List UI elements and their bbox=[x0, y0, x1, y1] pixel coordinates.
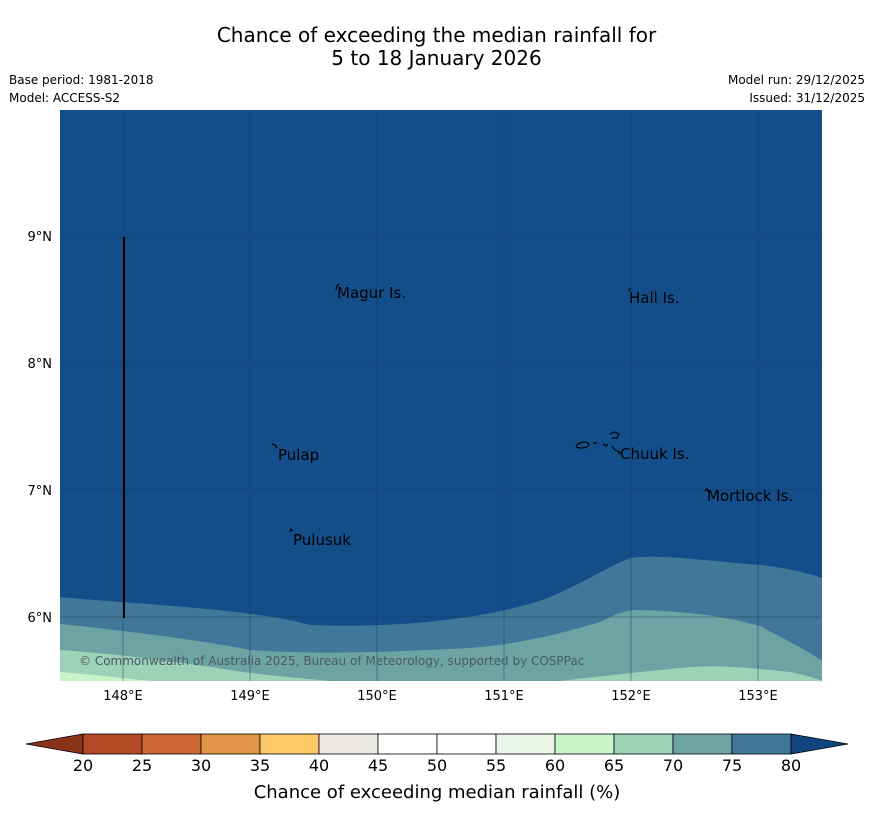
base-period-label: Base period: 1981-2018 bbox=[9, 73, 154, 87]
colorbar-extend-low bbox=[25, 733, 84, 755]
place-label-magur: Magur Is. bbox=[337, 284, 406, 302]
colorbar: 20 25 30 35 40 45 50 55 60 65 70 75 80 Chance of exc… bbox=[25, 733, 849, 803]
lat-label: 7°N bbox=[28, 484, 53, 499]
lon-label: 148°E bbox=[103, 689, 143, 704]
colorbar-tick-labels: 20 25 30 35 40 45 50 55 60 65 70 75 80 bbox=[73, 756, 801, 775]
colorbar-segment bbox=[377, 733, 438, 755]
copyright-notice: © Commonwealth of Australia 2025, Bureau… bbox=[79, 654, 584, 668]
lon-label: 149°E bbox=[230, 689, 270, 704]
place-label-hall: Hall Is. bbox=[629, 289, 680, 307]
place-label-mortlock: Mortlock Is. bbox=[707, 487, 793, 505]
colorbar-tick-label: 30 bbox=[191, 756, 211, 775]
colorbar-segment bbox=[731, 733, 792, 755]
island-chuuk-lagoon bbox=[575, 431, 621, 455]
colorbar-tick-label: 75 bbox=[722, 756, 742, 775]
colorbar-segment bbox=[82, 733, 143, 755]
lat-label: 6°N bbox=[28, 611, 53, 626]
colorbar-segment bbox=[141, 733, 202, 755]
island-mortlock bbox=[704, 488, 710, 493]
meta-left: Base period: 1981-2018 Model: ACCESS-S2 bbox=[9, 71, 154, 107]
lon-label: 153°E bbox=[738, 689, 778, 704]
colorbar-segment bbox=[259, 733, 320, 755]
island-hall bbox=[628, 287, 631, 292]
band-65-70 bbox=[60, 650, 822, 681]
islands bbox=[271, 283, 710, 533]
colorbar-tick-label: 40 bbox=[309, 756, 329, 775]
colorbar-tick-label: 80 bbox=[781, 756, 801, 775]
colorbar-tick-label: 55 bbox=[486, 756, 506, 775]
colorbar-segment bbox=[200, 733, 261, 755]
place-labels: Magur Is. Hall Is. Pulap Chuuk Is. Mortl… bbox=[278, 284, 793, 549]
colorbar-segment bbox=[318, 733, 379, 755]
colorbar-tick-label: 35 bbox=[250, 756, 270, 775]
map-frame[interactable]: © Commonwealth of Australia 2025, Bureau… bbox=[60, 110, 822, 681]
lat-label: 8°N bbox=[28, 357, 53, 372]
band-70-75 bbox=[60, 610, 822, 681]
island-magur bbox=[335, 283, 340, 291]
model-run-label: Model run: 29/12/2025 bbox=[727, 73, 865, 87]
lon-label: 151°E bbox=[484, 689, 524, 704]
colorbar-tick-label: 25 bbox=[132, 756, 152, 775]
colorbar-tick-label: 20 bbox=[73, 756, 93, 775]
colorbar-segment bbox=[495, 733, 556, 755]
place-label-chuuk: Chuuk Is. bbox=[620, 445, 689, 463]
colorbar-tick-label: 45 bbox=[368, 756, 388, 775]
model-label: Model: ACCESS-S2 bbox=[9, 91, 121, 105]
colorbar-extend-high bbox=[790, 733, 849, 755]
latitude-labels: 9°N 8°N 7°N 6°N bbox=[28, 230, 53, 626]
band-60-65 bbox=[60, 672, 150, 681]
lon-label: 150°E bbox=[357, 689, 397, 704]
colorbar-tick-label: 50 bbox=[427, 756, 447, 775]
colorbar-tick-label: 60 bbox=[545, 756, 565, 775]
colorbar-segments bbox=[82, 733, 792, 755]
map-title-line1: Chance of exceeding the median rainfall … bbox=[216, 23, 657, 47]
lon-label: 152°E bbox=[611, 689, 651, 704]
place-label-pulusuk: Pulusuk bbox=[293, 531, 351, 549]
island-pulusuk bbox=[289, 527, 294, 533]
issued-label: Issued: 31/12/2025 bbox=[749, 91, 865, 105]
colorbar-tick-label: 65 bbox=[604, 756, 624, 775]
longitude-labels: 148°E 149°E 150°E 151°E 152°E 153°E bbox=[103, 689, 778, 704]
colorbar-segment bbox=[613, 733, 674, 755]
colorbar-segment bbox=[672, 733, 733, 755]
colorbar-tick-label: 70 bbox=[663, 756, 683, 775]
map-title-line2: 5 to 18 January 2026 bbox=[331, 46, 542, 70]
colorbar-segment bbox=[436, 733, 497, 755]
lat-label: 9°N bbox=[28, 230, 53, 245]
meta-right: Model run: 29/12/2025 Issued: 31/12/2025 bbox=[728, 71, 865, 107]
island-pulap bbox=[271, 443, 278, 449]
place-label-pulap: Pulap bbox=[278, 446, 319, 464]
colorbar-segment bbox=[554, 733, 615, 755]
colorbar-title: Chance of exceeding median rainfall (%) bbox=[254, 782, 621, 803]
